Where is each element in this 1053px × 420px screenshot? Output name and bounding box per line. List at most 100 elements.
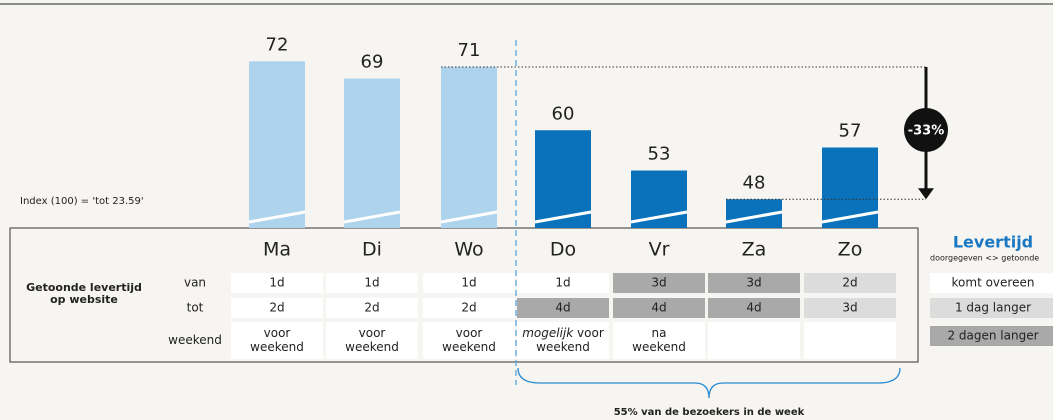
cell: [326, 322, 418, 359]
cell-text: voor: [359, 326, 386, 340]
cell-text: 2d: [842, 276, 857, 290]
bar-stripe: [821, 210, 879, 224]
cell-line: voor: [573, 326, 604, 340]
legend-item: 2 dagen langer: [947, 329, 1038, 343]
cell: [613, 273, 705, 293]
cell-text: weekend: [250, 340, 304, 354]
bar-stripe: [248, 210, 306, 224]
day-label: Di: [362, 239, 382, 261]
cell-text: 1d: [364, 276, 379, 290]
brace: [517, 367, 901, 399]
cell: [708, 273, 800, 293]
row-sublabel: weekend: [168, 333, 222, 347]
cell: [423, 298, 515, 318]
value-label: 71: [458, 40, 481, 61]
cell-line: weekend: [345, 340, 399, 354]
day-label: Zo: [838, 239, 863, 261]
cell-line: voor: [264, 326, 291, 340]
bar-stripe: [534, 210, 592, 224]
legend-subtitle: doorgegeven <> getoonde: [930, 254, 1039, 263]
brace-label: 55% van de bezoekers in de week: [614, 407, 805, 418]
cell-text: 4d: [746, 301, 761, 315]
cell: [423, 322, 515, 359]
cell: [804, 273, 896, 293]
cell-line: na: [652, 326, 667, 340]
row-label: op website: [50, 293, 118, 306]
row-sublabel: tot: [187, 301, 204, 315]
cell-text: 2d: [461, 301, 476, 315]
cell-text: 4d: [651, 301, 666, 315]
legend-title: Levertijd: [953, 233, 1033, 252]
cell-line: weekend: [536, 340, 590, 354]
cell: [804, 298, 896, 318]
day-label: Do: [550, 239, 576, 261]
index-note: Index (100) = 'tot 23.59': [20, 196, 144, 207]
bar-stripe: [725, 210, 783, 224]
cell-text: 1d: [269, 276, 284, 290]
cell-em: mogelijk: [522, 326, 574, 340]
value-label: 57: [839, 121, 862, 142]
cell-line: weekend: [250, 340, 304, 354]
day-label: Vr: [649, 239, 670, 261]
cell-line: weekend: [442, 340, 496, 354]
arrow-head: [918, 188, 934, 200]
cell-text: 2d: [364, 301, 379, 315]
legend-item: komt overeen: [952, 276, 1035, 290]
change-label: -33%: [908, 124, 945, 139]
cell-line: voor: [456, 326, 483, 340]
row-label: Getoonde levertijd: [26, 281, 142, 294]
cell-text: voor: [264, 326, 291, 340]
day-label: Ma: [263, 239, 291, 261]
cell: [517, 298, 609, 318]
cell-text: weekend: [442, 340, 496, 354]
cell-text: weekend: [345, 340, 399, 354]
cell: [231, 273, 323, 293]
value-label: 48: [743, 172, 766, 193]
value-label: 53: [648, 144, 671, 165]
value-label: 69: [361, 52, 384, 73]
cell: [708, 298, 800, 318]
cell: [613, 322, 705, 359]
cell: [708, 322, 800, 359]
legend-swatch: [930, 298, 1053, 318]
day-label: Za: [742, 239, 767, 261]
legend-swatch: [930, 326, 1053, 346]
cell-text: 1d: [461, 276, 476, 290]
value-label: 60: [552, 103, 575, 124]
cell: [326, 273, 418, 293]
cell-text: weekend: [536, 340, 590, 354]
cell-text: voor: [456, 326, 483, 340]
legend-item: 1 dag langer: [955, 301, 1031, 315]
cell: [326, 298, 418, 318]
cell: [517, 322, 609, 359]
change-badge: [904, 108, 948, 152]
bar: [249, 61, 305, 228]
value-label: 72: [266, 34, 289, 55]
day-label: Wo: [454, 239, 483, 261]
cell-text: 1d: [555, 276, 570, 290]
cell-text: na: [652, 326, 667, 340]
cell-line: voor: [359, 326, 386, 340]
cell-line: weekend: [632, 340, 686, 354]
cell-text: 4d: [555, 301, 570, 315]
cell-text: 3d: [651, 276, 666, 290]
legend-swatch: [930, 273, 1053, 293]
cell: [423, 273, 515, 293]
bar: [535, 130, 591, 228]
cell-text: weekend: [632, 340, 686, 354]
bar-stripe: [343, 210, 401, 224]
cell-text: 3d: [842, 301, 857, 315]
bar: [344, 78, 400, 228]
cell-text: mogelijk voor: [522, 326, 604, 340]
cell: [231, 322, 323, 359]
bar-stripe: [440, 210, 498, 224]
cell: [231, 298, 323, 318]
cell-text: 2d: [269, 301, 284, 315]
cell: [804, 322, 896, 359]
bar-stripe: [630, 210, 688, 224]
bar: [441, 67, 497, 228]
cell: [613, 298, 705, 318]
cell: [517, 273, 609, 293]
row-sublabel: van: [184, 276, 206, 290]
